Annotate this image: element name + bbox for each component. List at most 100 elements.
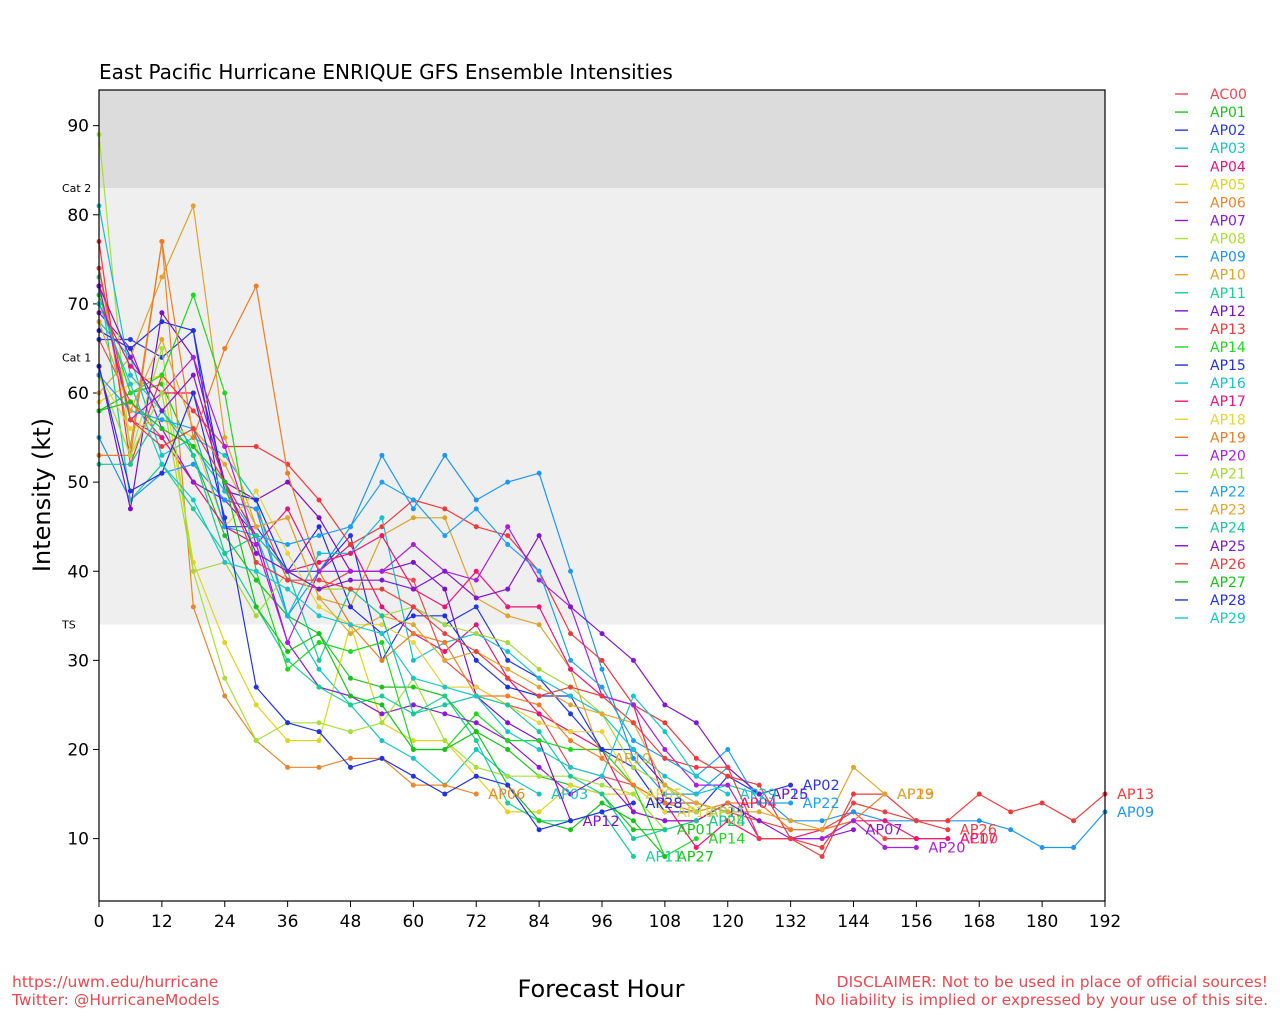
- legend-item-ap05: AP05: [1175, 177, 1246, 193]
- data-point-ap25: [693, 720, 699, 726]
- footer-twitter[interactable]: Twitter: @HurricaneModels: [12, 991, 220, 1009]
- legend-label-ap26: AP26: [1210, 557, 1246, 573]
- legend-item-ap26: AP26: [1175, 557, 1246, 573]
- series-line-ap15: [98, 321, 697, 813]
- data-point-ap25: [159, 408, 165, 414]
- data-point-ap01: [505, 746, 511, 752]
- data-point-ap26: [756, 836, 762, 842]
- data-point-ap08: [599, 782, 605, 788]
- data-point-ap13: [819, 853, 825, 859]
- data-point-ap13: [693, 755, 699, 761]
- x-tick-label: 96: [591, 912, 613, 932]
- data-point-ap26: [536, 693, 542, 699]
- x-tick-label: 60: [403, 912, 425, 932]
- end-label-ap17: AP17: [960, 832, 997, 848]
- data-point-ap05: [536, 809, 542, 815]
- x-tick-label: 180: [1026, 912, 1058, 932]
- data-point-ap19: [630, 782, 636, 788]
- data-point-ap28: [348, 764, 353, 770]
- data-point-ap19: [725, 800, 731, 806]
- data-point-ap04: [442, 648, 448, 654]
- data-point-ap25: [410, 586, 416, 592]
- data-point-ap08: [505, 773, 511, 779]
- data-point-ap18: [285, 550, 291, 556]
- data-point-ap27: [630, 818, 636, 824]
- data-point-ap12: [159, 310, 165, 316]
- band-label-cat-1: Cat 1: [62, 351, 91, 364]
- data-point-ap09: [599, 666, 605, 672]
- data-point-ap18: [316, 604, 322, 610]
- legend-item-ap02: AP02: [1175, 123, 1246, 139]
- legend-item-ap07: AP07: [1175, 213, 1246, 229]
- y-tick-label: 60: [67, 384, 89, 404]
- data-point-ap18: [536, 720, 542, 726]
- data-point-ap21: [127, 452, 133, 458]
- data-point-ap09: [662, 791, 668, 797]
- data-point-ap17: [505, 604, 511, 610]
- data-point-ap11: [348, 702, 353, 708]
- data-point-ap24: [222, 550, 228, 556]
- data-point-ap04: [473, 622, 479, 628]
- footer-url[interactable]: https://uwm.edu/hurricane: [12, 973, 219, 991]
- data-point-ap26: [662, 755, 668, 761]
- data-point-ap24: [599, 791, 605, 797]
- data-point-ap09: [819, 818, 825, 824]
- data-point-ap26: [819, 845, 825, 851]
- data-point-ap10: [442, 515, 448, 521]
- data-point-ap22: [725, 746, 731, 752]
- data-point-ap22: [348, 524, 353, 530]
- data-point-ap20: [693, 782, 699, 788]
- legend-label-ap29: AP29: [1210, 611, 1246, 627]
- data-point-ap20: [379, 568, 385, 574]
- data-point-ap13: [851, 791, 856, 797]
- data-point-ap20: [662, 746, 668, 752]
- data-point-ap21: [253, 613, 259, 619]
- data-point-ap26: [882, 809, 888, 815]
- data-point-ap06: [442, 782, 448, 788]
- data-point-ap17: [348, 550, 353, 556]
- data-point-ap29: [222, 559, 228, 565]
- data-point-ap25: [599, 631, 605, 637]
- category-band-2: [99, 357, 1105, 625]
- data-point-ap17: [473, 568, 479, 574]
- data-point-ap23: [253, 524, 259, 530]
- y-tick-label: 50: [67, 473, 89, 493]
- data-point-ap09: [473, 497, 479, 503]
- data-point-ap25: [756, 791, 762, 797]
- legend-label-ap06: AP06: [1210, 195, 1246, 211]
- legend-label-ap03: AP03: [1210, 141, 1246, 157]
- data-point-ap28: [410, 773, 416, 779]
- data-point-ap26: [253, 559, 259, 565]
- legend-item-ap20: AP20: [1175, 448, 1246, 464]
- x-tick-label: 0: [94, 912, 105, 932]
- legend-label-ap23: AP23: [1210, 503, 1246, 519]
- data-point-ap29: [662, 729, 668, 735]
- data-point-ap06: [348, 755, 353, 761]
- axis-ticks: 0 12 24 36 48 60 72 84 96 108 120 132 144 156 168 180 19…: [67, 117, 1121, 932]
- data-point-ap05: [410, 738, 416, 744]
- data-point-ap15: [253, 497, 259, 503]
- end-label-ap01: AP01: [677, 823, 714, 839]
- data-point-ap06: [410, 782, 416, 788]
- data-point-ap24: [379, 613, 385, 619]
- data-point-ap27: [222, 479, 228, 485]
- data-point-ap19: [568, 738, 574, 744]
- data-point-ap27: [316, 631, 322, 637]
- data-point-ap07: [568, 791, 574, 797]
- data-point-ap06: [285, 764, 291, 770]
- legend-item-ap04: AP04: [1175, 159, 1246, 175]
- data-point-ap24: [536, 729, 542, 735]
- data-point-ap29: [536, 746, 542, 752]
- data-point-ap13: [1071, 818, 1077, 824]
- data-point-ap25: [473, 595, 479, 601]
- data-point-ap14: [190, 292, 196, 298]
- data-point-ap29: [159, 461, 165, 467]
- data-point-ap09: [505, 479, 511, 485]
- data-point-ap06: [190, 604, 196, 610]
- legend-item-ap06: AP06: [1175, 195, 1246, 211]
- legend-label-ap05: AP05: [1210, 177, 1246, 193]
- legend-item-ap01: AP01: [1175, 105, 1246, 121]
- data-point-ap27: [442, 746, 448, 752]
- data-point-ap11: [442, 693, 448, 699]
